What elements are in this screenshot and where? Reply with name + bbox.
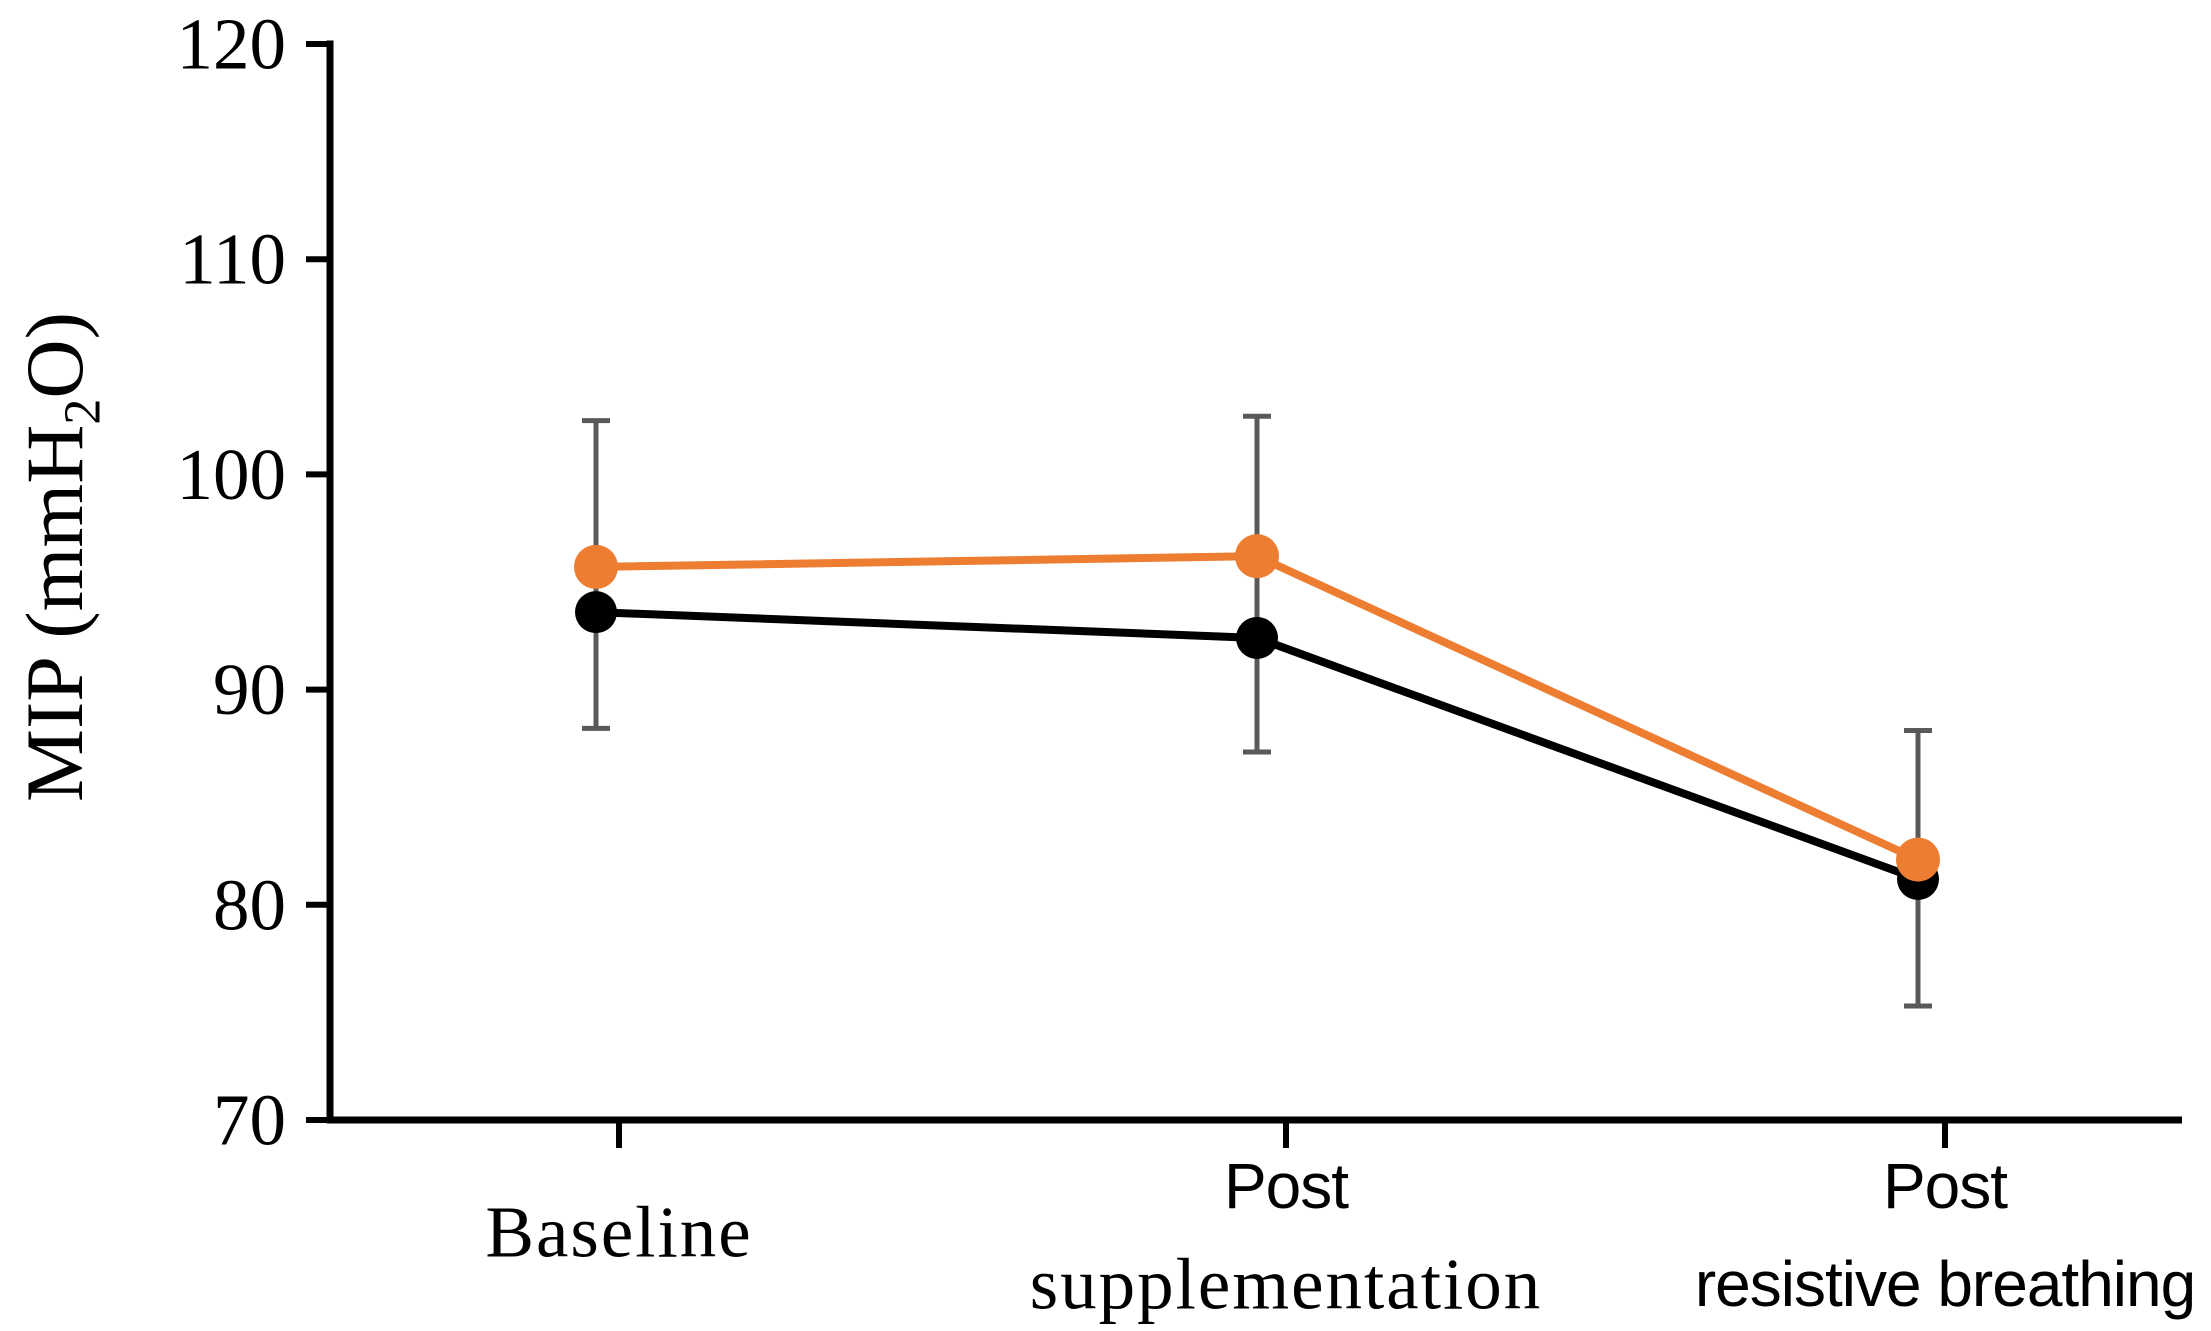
x-category-label-line1: Post: [1883, 1150, 2008, 1222]
x-category-label-line1: Post: [1224, 1150, 1349, 1222]
y-tick-label: 80: [213, 864, 286, 945]
data-point-orange: [1896, 837, 1940, 882]
y-tick-label: 110: [179, 219, 286, 300]
y-tick-label: 120: [177, 4, 287, 85]
y-tick-label: 70: [213, 1080, 286, 1161]
y-tick-label: 100: [177, 434, 287, 515]
data-point-black: [575, 591, 617, 634]
x-category-label-line2: resistive breathing: [1695, 1248, 2195, 1320]
x-category-label: Baseline: [485, 1192, 752, 1273]
x-category-label-line2: supplementation: [1030, 1244, 1543, 1325]
y-tick-label: 90: [213, 649, 286, 730]
data-point-orange: [574, 544, 618, 589]
data-point-orange: [1235, 534, 1279, 579]
data-point-black: [1236, 616, 1278, 659]
